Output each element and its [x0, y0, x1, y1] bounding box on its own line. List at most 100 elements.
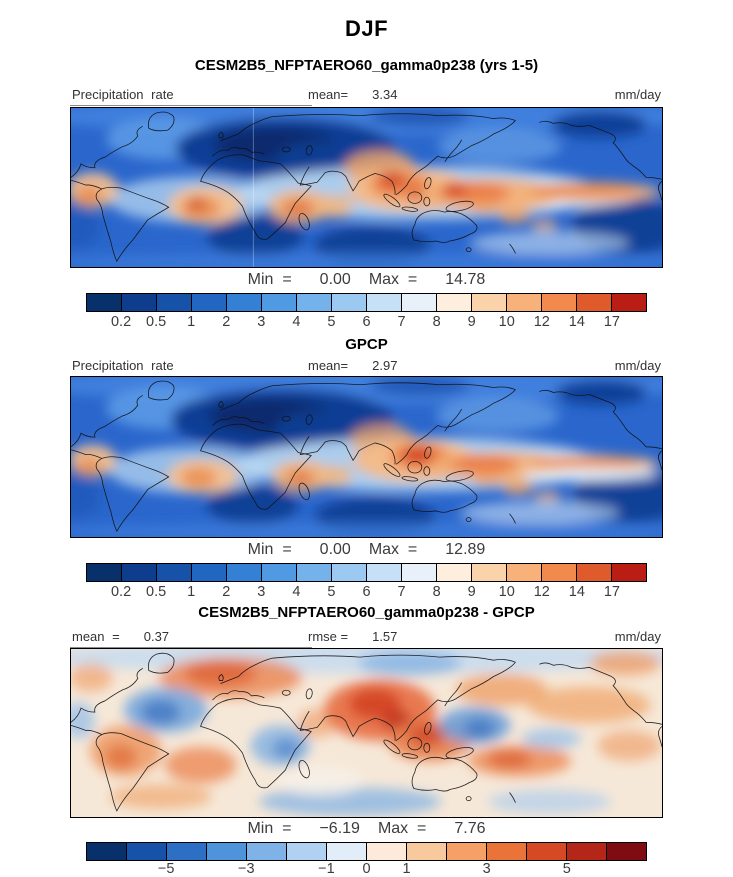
colorbar-segment [367, 564, 402, 581]
panel1-minmax: Min = 0.00 Max = 14.78 [70, 271, 663, 289]
colorbar-tick-label: 5 [327, 584, 336, 600]
colorbar-tick-label: 0.5 [146, 314, 167, 330]
panel1-mean: mean= 3.34 [308, 87, 397, 102]
colorbar-tick-label: 3 [257, 584, 266, 600]
panel2-map-svg [71, 377, 662, 537]
colorbar-tick-label: −3 [237, 861, 255, 877]
panel2-mean: mean= 2.97 [308, 358, 397, 373]
colorbar-tick-label: 3 [482, 861, 491, 877]
colorbar-tick-label: 8 [432, 314, 441, 330]
header-underline [70, 647, 312, 648]
colorbar-tick-label: 3 [257, 314, 266, 330]
panel3-header: mean = 0.37 rmse = 1.57 mm/day [70, 628, 663, 648]
panel3-title: CESM2B5_NFPTAERO60_gamma0p238 - GPCP [198, 604, 535, 621]
panel2-title: GPCP [345, 336, 388, 353]
colorbar-tick-label: 0.2 [110, 314, 132, 330]
panel3-rmse-value: 1.57 [372, 629, 398, 644]
colorbar-tick-label: 7 [397, 584, 406, 600]
panel3-min-label: Min = [247, 820, 292, 837]
colorbar-segment [262, 294, 297, 311]
colorbar-tick-label: 10 [498, 584, 515, 600]
colorbar-segment [127, 843, 167, 860]
colorbar-tick-label: 5 [327, 314, 336, 330]
panel3-mean: mean = 0.37 [72, 629, 169, 644]
colorbar-tick-label: 12 [533, 584, 550, 600]
colorbar-segment [87, 294, 122, 311]
colorbar-segment [157, 294, 192, 311]
colorbar-segment [487, 843, 527, 860]
panel1-mean-value: 3.34 [372, 87, 398, 102]
header-underline [70, 105, 312, 106]
colorbar-segment [87, 843, 127, 860]
colorbar-tick-label: 7 [397, 314, 406, 330]
panel2-min-value: 0.00 [319, 541, 351, 558]
panel3-max-label: Max = [377, 820, 427, 837]
panel2-colorbar-ticks: 0.2 0.5 1 2 3 4 5 6 7 8 9 10 12 14 17 [86, 584, 647, 601]
colorbar-segment [157, 564, 192, 581]
colorbar-tick-label: 1 [402, 861, 411, 877]
figure-season-title: DJF [344, 16, 389, 41]
panel2-colorbar [86, 563, 647, 582]
panel3-mean-value: 0.37 [143, 629, 170, 644]
panel2-max-value: 12.89 [445, 541, 486, 558]
colorbar-segment [612, 294, 646, 311]
panel1-variable-label: Precipitation rate [72, 87, 174, 102]
colorbar-segment [327, 843, 367, 860]
colorbar-segment [167, 843, 207, 860]
panel1-min-label: Min = [247, 271, 292, 288]
panel3-min-value: −6.19 [319, 820, 360, 837]
colorbar-segment [447, 843, 487, 860]
panel3-rmse-label: rmse = [308, 629, 349, 644]
colorbar-segment [607, 843, 646, 860]
panel3-map [70, 648, 663, 818]
colorbar-segment [122, 564, 157, 581]
panel2-units-label: mm/day [614, 358, 661, 373]
colorbar-segment [472, 564, 507, 581]
colorbar-segment [507, 294, 542, 311]
colorbar-segment [297, 564, 332, 581]
panel1-max-value: 14.78 [445, 271, 486, 288]
panel3-map-svg [71, 649, 662, 817]
colorbar-tick-label: 6 [362, 584, 371, 600]
coastline-overlay [71, 652, 662, 812]
colorbar-segment [192, 564, 227, 581]
colorbar-tick-label: 1 [187, 314, 196, 330]
panel3-units-label: mm/day [614, 629, 661, 644]
colorbar-tick-label: 10 [498, 314, 515, 330]
panel2-header: Precipitation rate mean= 2.97 mm/day [70, 357, 663, 377]
colorbar-segment [332, 294, 367, 311]
colorbar-segment [227, 564, 262, 581]
panel1-units-label: mm/day [614, 87, 661, 102]
colorbar-segment [472, 294, 507, 311]
colorbar-segment [542, 294, 577, 311]
colorbar-segment [507, 564, 542, 581]
panel1-title: CESM2B5_NFPTAERO60_gamma0p238 (yrs 1-5) [194, 57, 539, 74]
colorbar-tick-label: 14 [568, 314, 585, 330]
colorbar-segment [262, 564, 297, 581]
panel1-map [70, 107, 663, 268]
colorbar-segment [247, 843, 287, 860]
colorbar-tick-label: 2 [222, 314, 231, 330]
colorbar-tick-label: 9 [467, 584, 476, 600]
panel1-max-label: Max = [368, 271, 418, 288]
panel1-mean-label: mean= [308, 87, 349, 102]
panel2-variable-label: Precipitation rate [72, 358, 174, 373]
coastline-overlay [71, 111, 662, 263]
panel1-min-value: 0.00 [319, 271, 351, 288]
colorbar-segment [612, 564, 646, 581]
colorbar-segment [437, 294, 472, 311]
panel2-min-label: Min = [247, 541, 292, 558]
colorbar-tick-label: −5 [157, 861, 175, 877]
panel3-rmse: rmse = 1.57 [308, 629, 397, 644]
coastline-overlay [71, 380, 662, 533]
colorbar-tick-label: 12 [533, 314, 550, 330]
colorbar-tick-label: 2 [222, 584, 231, 600]
colorbar-tick-label: 8 [432, 584, 441, 600]
panel2-mean-value: 2.97 [372, 358, 398, 373]
colorbar-segment [577, 294, 612, 311]
colorbar-segment [287, 843, 327, 860]
panel1-header: Precipitation rate mean= 3.34 mm/day [70, 86, 663, 106]
colorbar-segment [367, 843, 407, 860]
colorbar-tick-label: 4 [292, 314, 301, 330]
